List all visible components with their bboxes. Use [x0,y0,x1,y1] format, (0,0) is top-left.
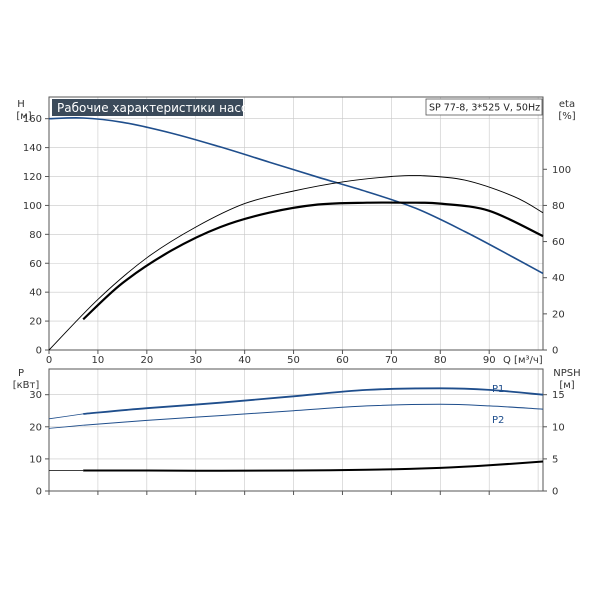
y-tick-label-left: 30 [29,390,42,401]
series-line-p2 [83,403,544,426]
y-tick-label-left: 80 [29,230,42,241]
y-tick-label-right: 60 [552,237,565,248]
x-tick-label: 50 [287,355,300,366]
series-line-head [48,117,544,275]
x-tick-label: 30 [189,355,202,366]
y-tick-label-right: 20 [552,309,565,320]
y-axis-name-right: NPSH [553,368,580,379]
y-tick-label-right: 0 [552,346,558,357]
series-label: P1 [492,384,504,395]
series-line-eta-thin [48,174,544,351]
x-axis-label: Q [м³/ч] [503,355,543,366]
y-tick-label-right: 80 [552,201,565,212]
y-tick-label-right: 0 [552,487,558,498]
series-line-p1-leadin [48,413,84,420]
y-tick-label-left: 10 [29,454,42,465]
y-axis-unit-left: [кВт] [13,380,40,391]
y-axis-name-right: eta [559,99,575,110]
x-tick-label: 0 [46,355,52,366]
y-axis-unit-left: [м] [16,111,31,122]
x-tick-label: 60 [336,355,349,366]
x-tick-label: 40 [238,355,251,366]
y-tick-label-left: 60 [29,259,42,270]
series-line-npsh [83,460,544,472]
y-tick-label-left: 0 [36,346,42,357]
y-tick-label-left: 40 [29,288,42,299]
y-tick-label-left: 20 [29,317,42,328]
y-axis-unit-right: [м] [559,380,574,391]
y-tick-label-left: 120 [23,172,42,183]
y-tick-label-left: 160 [23,114,42,125]
y-tick-label-left: 100 [23,201,42,212]
y-tick-label-left: 20 [29,422,42,433]
series-line-p1 [83,387,544,415]
y-tick-label-right: 100 [552,165,571,176]
info-box [425,98,543,116]
x-tick-label: 70 [385,355,398,366]
y-tick-label-left: 140 [23,143,42,154]
x-tick-label: 90 [483,355,496,366]
plot-frame-top [48,96,544,351]
info-label: SP 77-8, 3*525 V, 50Hz [429,103,540,114]
plot-frame-bottom [48,368,544,492]
x-tick-label: 80 [434,355,447,366]
chart-title-box [52,99,243,116]
x-tick-label: 20 [140,355,153,366]
y-tick-label-left: 0 [36,487,42,498]
y-tick-label-right: 40 [552,273,565,284]
chart-title: Рабочие характеристики насоса [57,101,262,115]
y-tick-label-right: 15 [552,390,565,401]
y-axis-name-left: H [17,99,25,110]
y-axis-name-left: P [18,368,24,379]
y-axis-unit-right: [%] [558,111,575,122]
series-line-p2-leadin [48,424,84,429]
series-label: P2 [492,415,504,426]
series-line-eta-bold [82,201,544,321]
y-tick-label-right: 10 [552,422,565,433]
x-tick-label: 10 [92,355,105,366]
y-tick-label-right: 5 [552,454,558,465]
